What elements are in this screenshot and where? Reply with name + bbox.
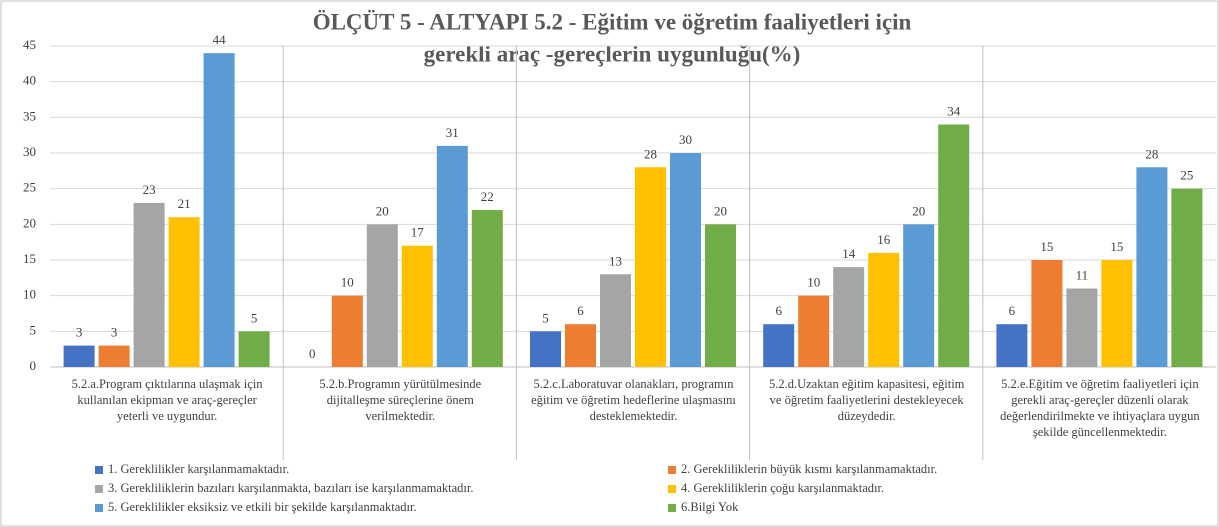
bar	[1031, 260, 1063, 367]
bar	[903, 224, 935, 367]
bar	[1136, 167, 1168, 367]
data-label: 10	[807, 275, 820, 290]
bar	[366, 224, 398, 367]
bar	[63, 345, 95, 367]
data-label: 5	[251, 310, 258, 325]
data-label: 14	[842, 246, 856, 261]
data-label: 6	[1009, 303, 1016, 318]
bar	[868, 252, 900, 367]
bar	[471, 210, 503, 367]
legend-label: 3. Gerekliliklerin bazıları karşılanmakt…	[108, 481, 474, 495]
data-label: 15	[1110, 239, 1123, 254]
bar	[1101, 260, 1133, 367]
bar	[133, 202, 165, 367]
legend-label: 1. Gereklilikler karşılanmamaktadır.	[108, 462, 289, 476]
data-label: 44	[213, 32, 227, 47]
bar	[168, 217, 200, 367]
data-label: 20	[714, 203, 727, 218]
bar	[798, 295, 830, 367]
bar	[600, 274, 631, 367]
data-label: 17	[411, 225, 425, 240]
data-label: 34	[947, 103, 961, 118]
data-label: 30	[679, 132, 692, 147]
data-label: 22	[481, 189, 494, 204]
data-label: 11	[1076, 268, 1089, 283]
bar	[331, 295, 363, 367]
y-tick-label: 0	[30, 358, 37, 373]
y-tick-label: 20	[23, 215, 36, 230]
y-tick-label: 35	[23, 108, 36, 123]
y-tick-label: 25	[23, 180, 36, 195]
x-tick-label: 5.2.e.Eğitim ve öğretim faaliyetleri içi…	[1000, 377, 1200, 439]
legend-swatch	[668, 466, 676, 474]
data-label: 25	[1180, 168, 1193, 183]
bar	[670, 153, 701, 367]
bar	[996, 324, 1028, 367]
x-tick-label: 5.2.c.Laboratuvar olanakları, programın …	[531, 377, 736, 423]
chart-title: gerekli araç -gereçlerin uygunluğu(%)	[424, 41, 801, 66]
data-label: 28	[1145, 146, 1158, 161]
data-label: 16	[877, 232, 891, 247]
bar	[238, 331, 270, 367]
legend-label: 4. Gerekliliklerin çoğu karşılanmaktadır…	[681, 481, 884, 495]
chart-title: ÖLÇÜT 5 - ALTYAPI 5.2 - Eğitim ve öğreti…	[313, 9, 912, 34]
legend-swatch	[668, 485, 676, 493]
data-label: 3	[76, 325, 83, 340]
y-tick-label: 15	[23, 251, 36, 266]
data-label: 0	[309, 346, 316, 361]
bar	[763, 324, 795, 367]
legend-label: 2. Gerekliliklerin büyük kısmı karşılanm…	[681, 462, 937, 476]
legend-swatch	[95, 504, 103, 512]
data-label: 15	[1040, 239, 1053, 254]
bar	[530, 331, 561, 367]
bar	[833, 267, 865, 367]
bar	[1066, 288, 1098, 367]
legend-label: 6.Bilgi Yok	[681, 500, 739, 514]
data-label: 28	[644, 146, 657, 161]
x-tick-label: 5.2.d.Uzaktan eğitim kapasitesi, eğitim …	[768, 377, 965, 423]
y-tick-label: 40	[23, 73, 36, 88]
y-tick-label: 45	[23, 37, 36, 52]
data-label: 20	[376, 203, 389, 218]
data-label: 20	[912, 203, 925, 218]
data-label: 5	[542, 310, 549, 325]
legend-swatch	[668, 504, 676, 512]
bar	[203, 53, 235, 368]
bar	[1171, 188, 1203, 367]
data-label: 23	[143, 182, 156, 197]
data-label: 21	[178, 196, 191, 211]
bar	[98, 345, 130, 367]
data-label: 6	[775, 303, 782, 318]
x-tick-label: 5.2.b.Programın yürütülmesinde dijitalle…	[319, 377, 482, 423]
y-tick-label: 5	[30, 322, 37, 337]
bar	[565, 324, 596, 367]
bar	[401, 245, 433, 367]
legend-swatch	[95, 485, 103, 493]
bar	[705, 224, 736, 367]
y-tick-label: 10	[23, 287, 36, 302]
data-label: 10	[341, 275, 354, 290]
data-label: 6	[577, 303, 584, 318]
data-label: 3	[111, 325, 118, 340]
legend-swatch	[95, 466, 103, 474]
y-tick-label: 30	[23, 144, 36, 159]
legend-label: 5. Gereklilikler eksiksiz ve etkili bir …	[108, 500, 417, 514]
data-label: 13	[609, 253, 622, 268]
bar	[635, 167, 666, 367]
data-label: 31	[446, 125, 459, 140]
bar	[938, 124, 970, 367]
bar	[436, 145, 468, 367]
x-tick-label: 5.2.a.Program çıktılarına ulaşmak için k…	[71, 377, 263, 423]
